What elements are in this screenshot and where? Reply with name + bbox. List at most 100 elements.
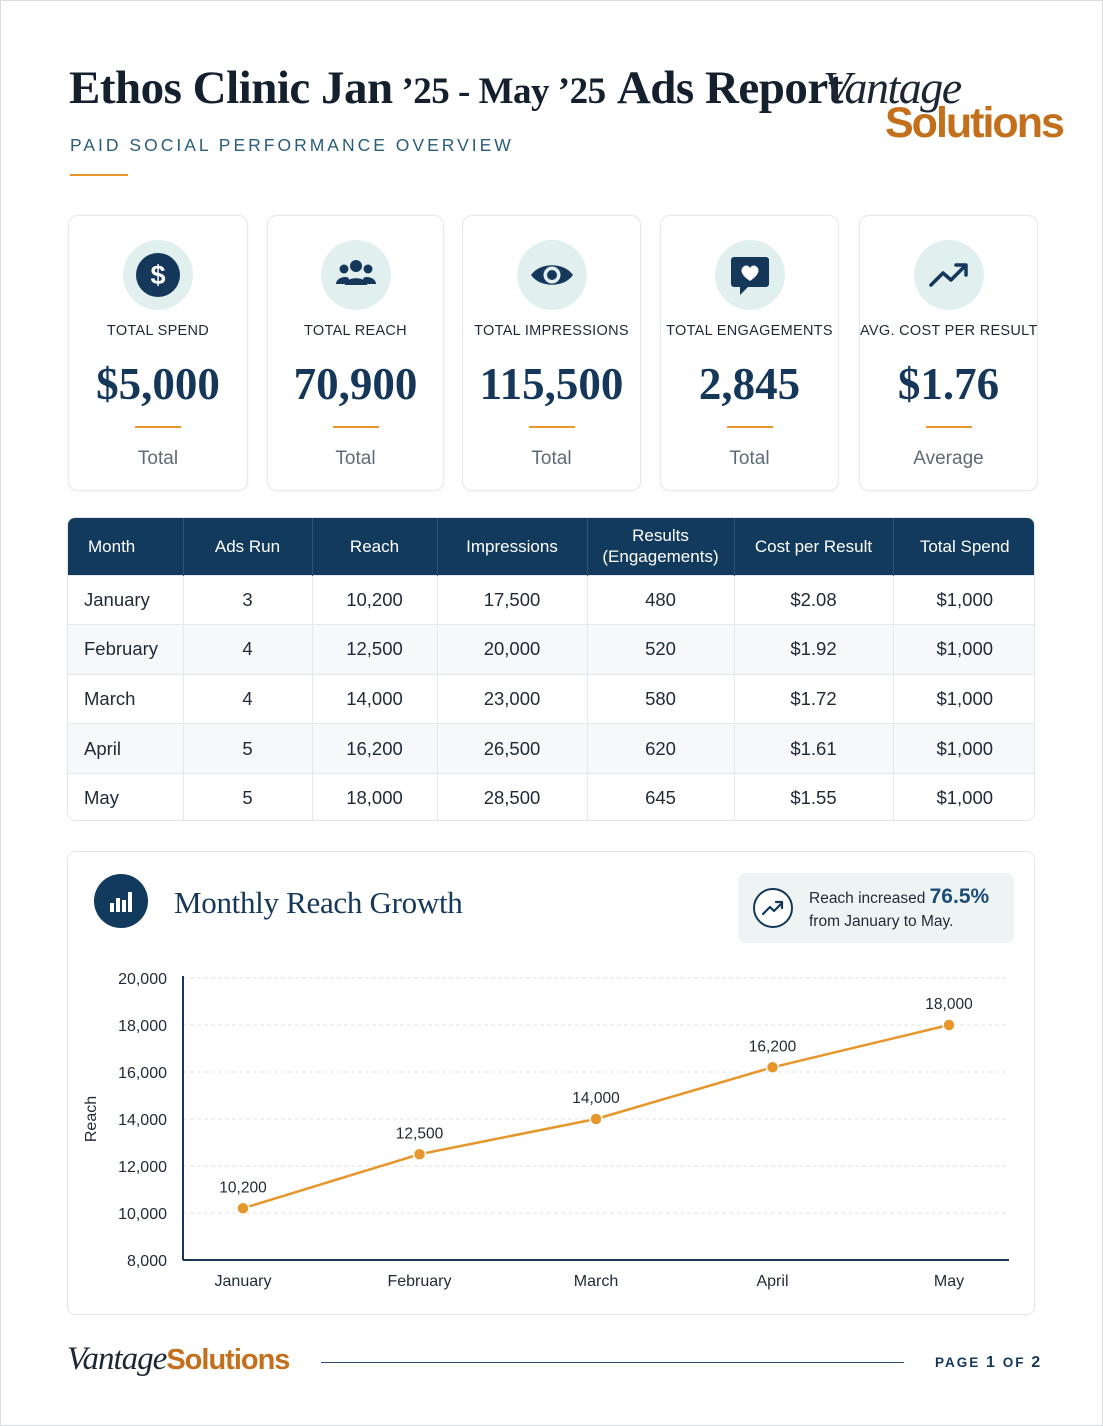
table-cell: $1.72 xyxy=(734,674,894,724)
table-cell: $1,000 xyxy=(936,737,994,759)
table-cell: March xyxy=(68,674,184,724)
page-indicator: PAGE 1 OF 2 xyxy=(935,1354,1043,1371)
column-header: Impressions xyxy=(437,518,588,575)
kpi-card-total-impressions: TOTAL IMPRESSIONS 115,500 Total xyxy=(462,215,641,491)
brand-logo-word2: Solutions xyxy=(885,99,1065,147)
page-current: 1 xyxy=(986,1354,997,1371)
column-header: Cost per Result xyxy=(734,518,894,575)
table-cell: 480 xyxy=(587,575,735,625)
trend-up-icon xyxy=(753,888,793,928)
table-cell: May xyxy=(68,773,184,820)
kpi-accent-rule xyxy=(528,426,575,428)
kpi-value: $1.76 xyxy=(897,359,1000,409)
table-cell: 16,200 xyxy=(312,723,438,774)
column-header: Month xyxy=(68,518,184,575)
reach-line-chart: 8,000 10,000 12,000 14,000 16,000 18,000 20,00… xyxy=(83,971,1009,1290)
table-cell: 20,000 xyxy=(437,624,588,675)
table-cell: 580 xyxy=(587,674,735,724)
kpi-label: TOTAL REACH xyxy=(304,323,407,339)
reach-growth-callout: Reach increased 76.5% from January to Ma… xyxy=(738,873,1014,943)
kpi-label: TOTAL IMPRESSIONS xyxy=(474,323,629,339)
kpi-card-total-reach: TOTAL REACH 70,900 Total xyxy=(267,215,444,491)
table-cell: 28,500 xyxy=(437,773,588,820)
y-tick-label: 14,000 xyxy=(118,1112,167,1129)
page-total: 2 xyxy=(1031,1354,1043,1371)
table-cell: 520 xyxy=(587,624,735,675)
column-header: Total Spend xyxy=(919,536,1010,556)
data-label: 16,200 xyxy=(749,1038,797,1055)
kpi-card-total-engagements: TOTAL ENGAGEMENTS 2,845 Total xyxy=(660,215,839,491)
table-header-row: Month Ads Run Reach Impressions Results(… xyxy=(68,518,1034,575)
table-cell: $1,000 xyxy=(936,787,994,809)
svg-text:$: $ xyxy=(150,260,165,290)
kpi-accent-rule xyxy=(135,426,181,428)
kpi-label: TOTAL SPEND xyxy=(106,323,210,339)
people-icon xyxy=(335,260,376,285)
table-cell: January xyxy=(68,575,184,625)
brand-logo-word1: Vantage xyxy=(823,62,962,113)
title-accent-rule xyxy=(70,174,128,176)
data-point xyxy=(942,1018,956,1032)
table-cell: $1.55 xyxy=(734,773,894,820)
kpi-label: TOTAL ENGAGEMENTS xyxy=(666,323,833,339)
table-row: March 4 14,000 23,000 580 $1.72 $1,000 xyxy=(68,674,1034,724)
table-cell: February xyxy=(68,624,184,675)
kpi-label: AVG. COST PER RESULT xyxy=(860,323,1038,339)
trend-up-icon xyxy=(928,263,968,287)
table-cell: 17,500 xyxy=(437,575,588,625)
table-cell: 26,500 xyxy=(437,723,588,774)
eye-icon xyxy=(530,265,573,285)
kpi-note: Average xyxy=(913,448,984,469)
table-cell: 23,000 xyxy=(437,674,588,724)
column-header: Ads Run xyxy=(183,518,313,575)
callout-line2: from January to May. xyxy=(809,913,954,930)
x-tick-label: February xyxy=(387,1273,451,1290)
kpi-value: 115,500 xyxy=(479,359,624,409)
data-point xyxy=(412,1147,427,1161)
title-part2: ’25 - May ’25 xyxy=(392,71,606,112)
table-cell: 14,000 xyxy=(312,674,438,724)
column-header: Results (Engagements) xyxy=(587,518,735,575)
table-row: February 4 12,500 20,000 520 $1.92 $1,00… xyxy=(68,624,1034,675)
table-cell: 5 xyxy=(183,773,313,820)
brand-logo: Vantage Solutions xyxy=(823,61,1073,151)
table-cell: 12,500 xyxy=(312,624,438,675)
table-row: January 3 10,200 17,500 480 $2.08 $1,000 xyxy=(68,575,1034,625)
column-header: Reach xyxy=(312,518,438,575)
x-tick-label: January xyxy=(215,1273,272,1290)
kpi-card-avg-cost-per-result: AVG. COST PER RESULT $1.76 Average xyxy=(859,215,1038,491)
kpi-value: $5,000 xyxy=(96,359,220,409)
title-part1: Ethos Clinic Jan xyxy=(69,62,393,114)
data-label: 10,200 xyxy=(219,1179,267,1196)
data-label: 12,500 xyxy=(396,1125,444,1142)
footer-brand-logo: VantageSolutions xyxy=(67,1341,290,1378)
y-tick-label: 12,000 xyxy=(118,1159,167,1176)
kpi-note: Total xyxy=(531,448,572,469)
table-cell: 18,000 xyxy=(312,773,438,820)
kpi-accent-rule xyxy=(332,426,379,428)
kpi-accent-rule xyxy=(726,426,773,428)
footer-rule xyxy=(321,1362,904,1363)
kpi-note: Total xyxy=(137,448,179,469)
y-tick-label: 8,000 xyxy=(127,1253,167,1270)
table-cell: $1.61 xyxy=(734,723,894,774)
data-label: 18,000 xyxy=(925,996,973,1013)
table-row: May 5 18,000 28,500 645 $1.55 $1,000 xyxy=(68,773,1034,820)
table-cell: 4 xyxy=(183,624,313,675)
table-cell: 3 xyxy=(183,575,313,625)
table-cell: $1,000 xyxy=(936,638,994,660)
x-tick-label: April xyxy=(756,1273,788,1290)
table-row: April 5 16,200 26,500 620 $1.61 $1,000 xyxy=(68,723,1034,774)
y-tick-label: 18,000 xyxy=(118,1018,167,1035)
x-tick-label: March xyxy=(574,1273,618,1290)
kpi-note: Total xyxy=(729,448,770,469)
y-tick-label: 16,000 xyxy=(118,1065,167,1082)
table-cell: 5 xyxy=(183,723,313,774)
table-cell: $2.08 xyxy=(734,575,894,625)
y-tick-label: 20,000 xyxy=(118,971,167,988)
data-label: 14,000 xyxy=(572,1090,620,1107)
table-cell: $1,000 xyxy=(936,687,994,709)
title-part3: Ads Report xyxy=(616,62,844,114)
heart-chat-icon xyxy=(730,257,769,295)
